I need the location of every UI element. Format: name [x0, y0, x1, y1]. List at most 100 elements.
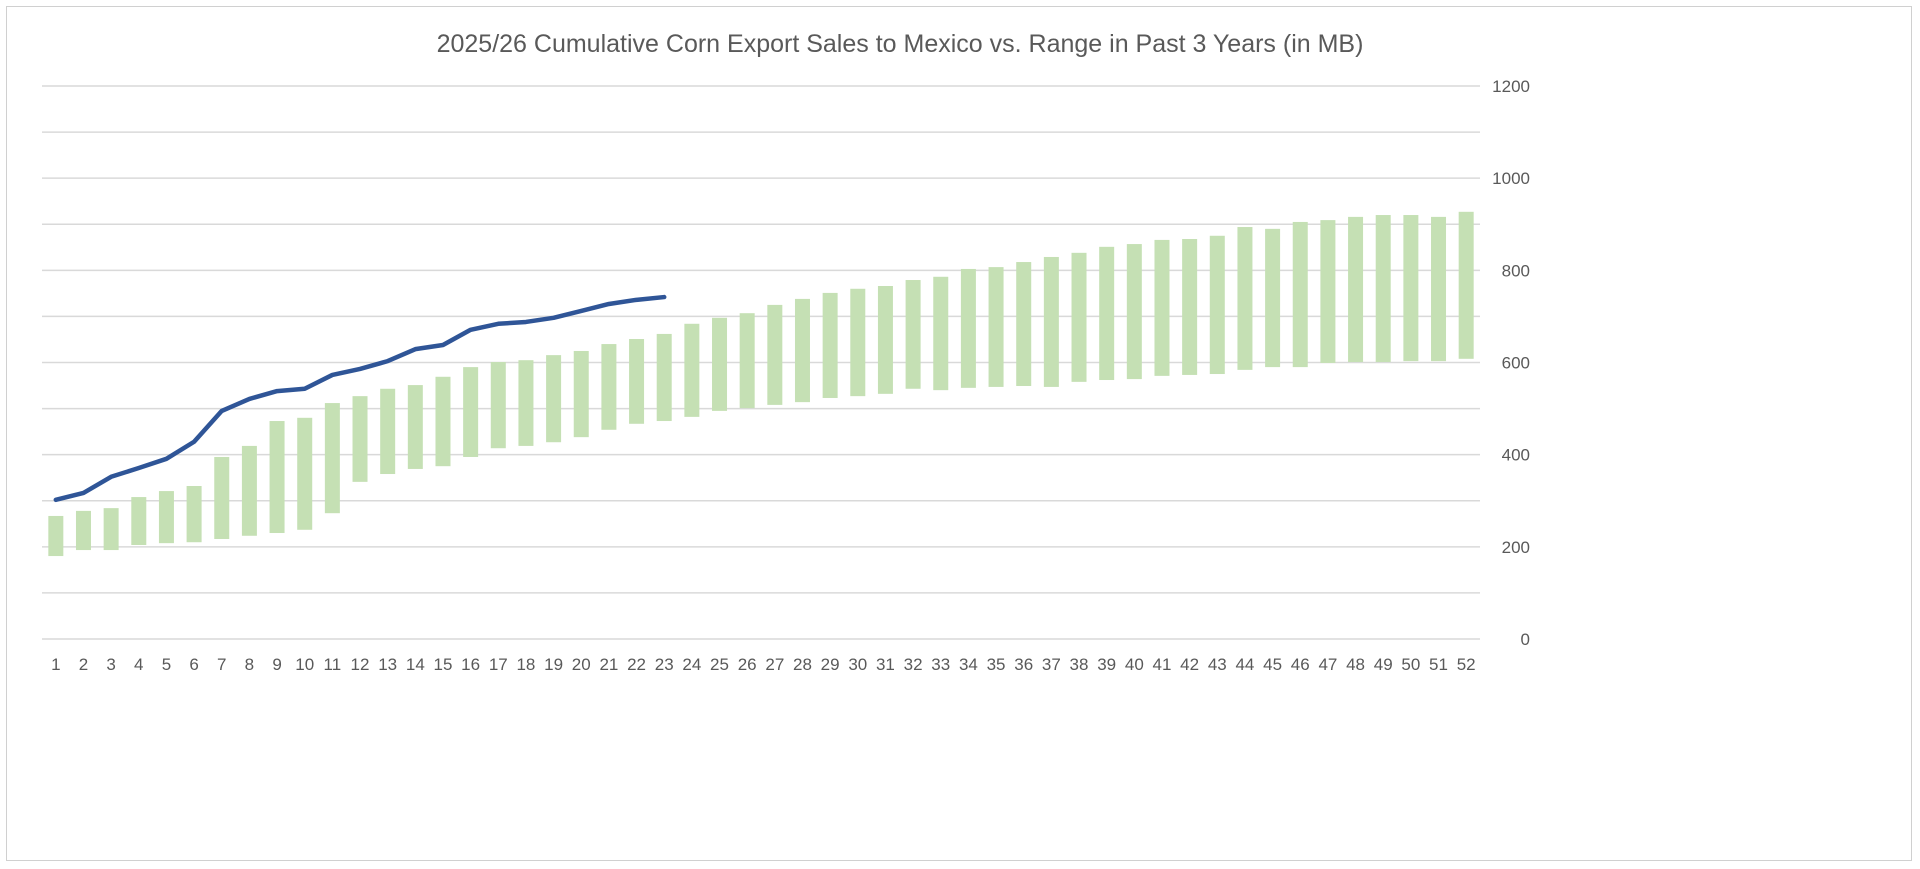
x-tick-label: 15 [434, 655, 453, 674]
x-tick-label: 9 [272, 655, 281, 674]
range-bar [490, 362, 506, 449]
x-tick-label: 32 [904, 655, 923, 674]
range-bar [1265, 228, 1281, 368]
range-bar [629, 338, 645, 424]
range-bar [131, 497, 147, 545]
x-tick-label: 21 [599, 655, 618, 674]
range-bar [546, 355, 562, 443]
range-bar [601, 344, 617, 430]
y-tick-label: 600 [1502, 354, 1530, 373]
range-bar [905, 280, 921, 389]
x-tick-label: 16 [461, 655, 480, 674]
x-tick-label: 35 [987, 655, 1006, 674]
x-tick-label: 2 [79, 655, 88, 674]
x-tick-label: 4 [134, 655, 143, 674]
x-tick-label: 26 [738, 655, 757, 674]
x-tick-label: 47 [1318, 655, 1337, 674]
range-bar [933, 276, 949, 391]
range-bar [518, 360, 534, 446]
range-bar [712, 317, 728, 411]
range-bar [794, 298, 810, 403]
x-tick-label: 37 [1042, 655, 1061, 674]
x-tick-label: 5 [162, 655, 171, 674]
x-tick-label: 41 [1153, 655, 1172, 674]
x-tick-label: 30 [848, 655, 867, 674]
x-tick-label: 10 [295, 655, 314, 674]
range-bar [103, 508, 119, 551]
x-tick-label: 13 [378, 655, 397, 674]
range-bar [656, 333, 672, 422]
range-bar [1016, 262, 1032, 387]
range-bar [988, 267, 1004, 387]
range-bar [1099, 246, 1115, 381]
x-tick-label: 18 [516, 655, 535, 674]
x-tick-label: 22 [627, 655, 646, 674]
x-tick-label: 1 [51, 655, 60, 674]
x-tick-label: 19 [544, 655, 563, 674]
x-tick-label: 11 [324, 655, 342, 674]
x-tick-label: 17 [489, 655, 508, 674]
x-tick-label: 25 [710, 655, 729, 674]
x-tick-label: 50 [1401, 655, 1420, 674]
x-tick-label: 49 [1374, 655, 1393, 674]
x-tick-label: 20 [572, 655, 591, 674]
y-tick-label: 200 [1502, 538, 1530, 557]
x-tick-label: 8 [245, 655, 254, 674]
y-tick-label: 1000 [1492, 169, 1530, 188]
y-tick-label: 1200 [1492, 77, 1530, 96]
range-bar [1375, 215, 1391, 363]
range-bar [1458, 211, 1474, 359]
x-tick-label: 36 [1014, 655, 1033, 674]
range-bar [48, 515, 64, 557]
x-tick-label: 46 [1291, 655, 1310, 674]
range-bar [1320, 220, 1336, 363]
range-bar [1071, 252, 1087, 382]
range-bar [214, 456, 230, 539]
x-tick-label: 40 [1125, 655, 1144, 674]
x-tick-label: 24 [682, 655, 701, 674]
range-bar [380, 388, 396, 475]
range-bar [1431, 216, 1447, 362]
range-bar [739, 313, 755, 409]
x-tick-label: 27 [765, 655, 784, 674]
range-bar [297, 417, 313, 530]
range-bar [684, 323, 700, 417]
range-bar [1403, 215, 1419, 362]
range-bar [767, 304, 783, 405]
range-bar [407, 385, 423, 469]
range-bar [1126, 244, 1142, 380]
x-tick-label: 34 [959, 655, 978, 674]
range-bar [75, 510, 91, 551]
x-tick-label: 48 [1346, 655, 1365, 674]
x-tick-label: 23 [655, 655, 674, 674]
range-bar [352, 396, 368, 482]
x-tick-label: 28 [793, 655, 812, 674]
range-bar [1154, 239, 1170, 376]
x-tick-label: 3 [106, 655, 115, 674]
range-bar [158, 491, 174, 544]
x-tick-label: 14 [406, 655, 425, 674]
range-bar [822, 292, 838, 398]
x-tick-label: 43 [1208, 655, 1227, 674]
x-tick-label: 7 [217, 655, 226, 674]
chart-frame [6, 6, 1912, 861]
x-tick-label: 6 [189, 655, 198, 674]
x-tick-label: 52 [1457, 655, 1476, 674]
y-tick-label: 0 [1521, 630, 1530, 649]
y-tick-label: 400 [1502, 446, 1530, 465]
x-tick-label: 12 [351, 655, 370, 674]
range-bar [1237, 227, 1253, 370]
range-bar [186, 486, 202, 543]
chart-title: 2025/26 Cumulative Corn Export Sales to … [436, 30, 1364, 58]
range-bar [324, 403, 340, 514]
range-bar [573, 350, 589, 438]
x-tick-label: 45 [1263, 655, 1282, 674]
x-tick-label: 31 [876, 655, 895, 674]
x-tick-label: 38 [1070, 655, 1089, 674]
range-bar [1182, 238, 1198, 375]
x-tick-label: 44 [1235, 655, 1254, 674]
range-bar [463, 367, 479, 457]
y-tick-label: 800 [1502, 261, 1530, 280]
x-tick-label: 39 [1097, 655, 1116, 674]
